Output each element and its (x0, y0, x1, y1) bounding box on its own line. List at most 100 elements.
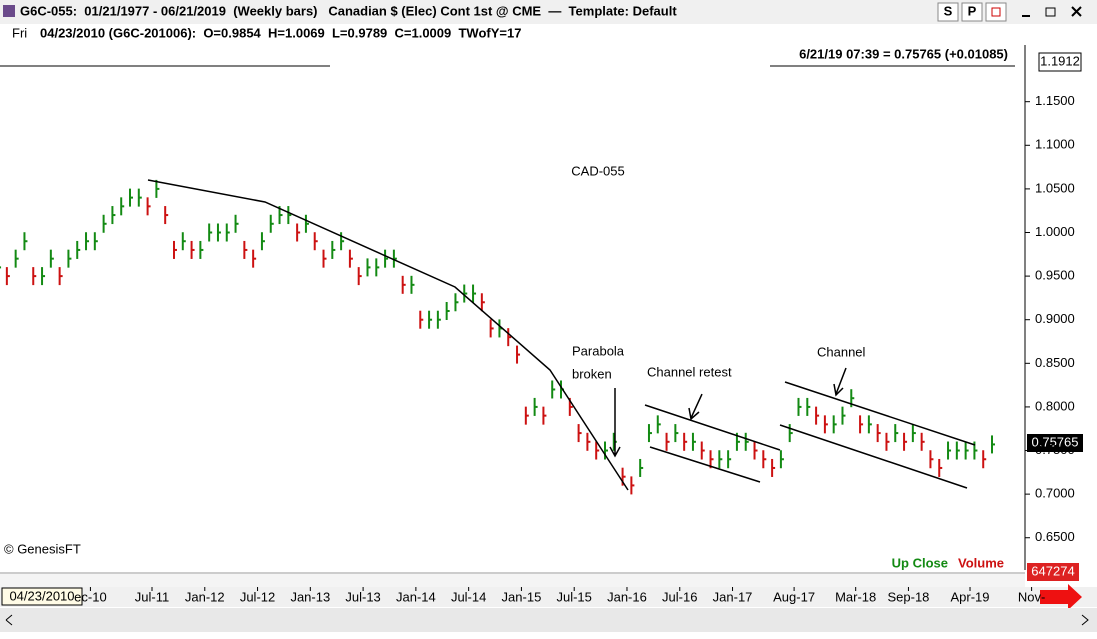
price-bar (454, 293, 459, 312)
price-bar (524, 406, 529, 425)
price-bar (111, 206, 116, 225)
y-tick-label: 1.0500 (1035, 180, 1075, 195)
price-bar (23, 232, 28, 251)
restore-button[interactable] (1045, 7, 1056, 17)
price-bar (841, 406, 846, 425)
price-bar (815, 406, 820, 425)
price-bar (243, 240, 248, 259)
x-tick-label: Jul-12 (240, 589, 275, 604)
price-bar (771, 458, 776, 477)
y-tick-label: 0.7500 (1035, 442, 1075, 457)
price-bar (67, 249, 72, 268)
price-bar (199, 240, 204, 259)
price-bar (551, 380, 556, 399)
price-bar (340, 232, 345, 251)
parabola-line (147, 179, 629, 491)
price-bar (920, 432, 925, 451)
price-bar (93, 232, 98, 251)
price-bar (366, 258, 371, 277)
price-bar (216, 223, 221, 242)
price-bar (797, 397, 802, 416)
price-bar (656, 415, 661, 434)
price-bar (867, 415, 872, 434)
price-bar (410, 275, 415, 294)
last-price: 0.75765 (1032, 434, 1079, 449)
x-tick-label: Jan-17 (713, 589, 753, 604)
price-bar (683, 432, 688, 451)
x-tick-label: Jan-13 (290, 589, 330, 604)
price-bar (788, 424, 793, 443)
scrollbar[interactable] (0, 608, 1097, 632)
close-button[interactable] (1071, 6, 1082, 17)
price-bar (894, 424, 899, 443)
volume-box (1027, 563, 1079, 581)
price-bar (533, 397, 538, 416)
price-bar (260, 232, 265, 251)
y-tick-label: 1.1500 (1035, 93, 1075, 108)
s-button-label: S (944, 3, 953, 18)
cursor-date-box (1, 587, 83, 606)
popout-icon (991, 7, 1001, 17)
x-tick-label: Jan-12 (185, 589, 225, 604)
annotation: broken (572, 366, 612, 381)
info-bar (0, 24, 1097, 44)
price-bar (639, 458, 644, 477)
price-bar (348, 249, 353, 268)
x-tick-label: Sep-18 (887, 589, 929, 604)
quote-text: 6/21/19 07:39 = 0.75765 (+0.01085) (799, 46, 1008, 61)
price-bar (665, 432, 670, 451)
p-button[interactable] (961, 2, 983, 22)
annotation: Channel retest (647, 364, 732, 379)
price-bar (375, 258, 380, 277)
price-bar (436, 310, 441, 329)
price-bar (401, 275, 406, 294)
price-bar (753, 441, 758, 460)
price-bar (718, 450, 723, 469)
price-bar (516, 345, 521, 364)
price-bar (164, 206, 169, 225)
price-bar (419, 310, 424, 329)
price-bar (744, 432, 749, 451)
scroll-left[interactable] (5, 614, 13, 626)
price-bar (859, 415, 864, 434)
price-bar (14, 249, 19, 268)
price-bar (137, 188, 142, 207)
price-bar (964, 441, 969, 460)
y-tick-label: 0.8500 (1035, 355, 1075, 370)
annotation: Parabola (572, 343, 625, 358)
price-bar (489, 319, 494, 338)
y-tick-label: 1.0000 (1035, 224, 1075, 239)
price-bar (190, 240, 195, 259)
legend-volume: Volume (958, 555, 1004, 570)
price-bar (85, 232, 90, 251)
p-button-label: P (968, 3, 977, 18)
copyright: © GenesisFT (4, 541, 81, 556)
x-tick-label: Jul-14 (451, 589, 486, 604)
price-bar (806, 397, 811, 416)
price-bar (49, 249, 54, 268)
price-bar (428, 310, 433, 329)
channel-retest-lower (649, 446, 761, 483)
price-bar (691, 432, 696, 451)
chart-title: CAD-055 (571, 163, 624, 178)
time-axis (0, 587, 1097, 607)
top-price: 1.1912 (1040, 53, 1080, 68)
scroll-right-arrow[interactable] (1040, 584, 1082, 610)
price-bar (269, 214, 274, 233)
y-tick-label: 0.6500 (1035, 529, 1075, 544)
price-bar (647, 424, 652, 443)
price-bar (480, 293, 485, 312)
price-bar (911, 424, 916, 443)
info-day: Fri (12, 25, 27, 40)
popout-button[interactable] (985, 2, 1007, 22)
price-bar (0, 266, 2, 269)
price-bar (955, 441, 960, 460)
s-button[interactable] (937, 2, 959, 22)
y-tick-label: 1.1000 (1035, 137, 1075, 152)
scroll-right[interactable] (1081, 614, 1089, 626)
price-bar (463, 284, 468, 303)
price-bar (32, 267, 37, 286)
x-tick-label: Jul-11 (135, 589, 169, 604)
price-bar (252, 249, 257, 268)
y-tick-label: 0.7000 (1035, 486, 1075, 501)
